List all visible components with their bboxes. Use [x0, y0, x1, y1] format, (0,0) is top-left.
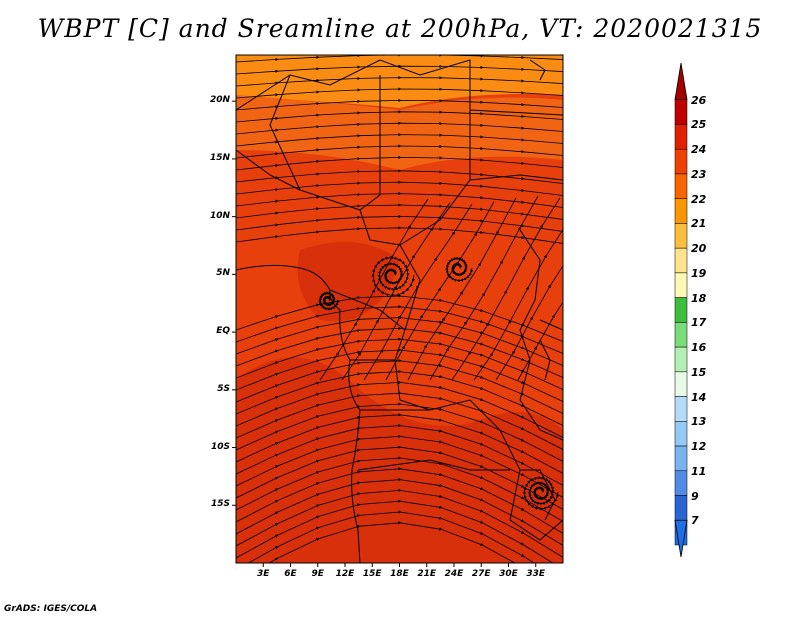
streamline — [236, 87, 563, 99]
colorbar-swatch — [674, 421, 688, 447]
colorbar-swatch — [674, 247, 688, 274]
colorbar-swatch — [674, 198, 688, 224]
streamline — [236, 203, 563, 220]
colorbar-top-arrow — [674, 62, 688, 101]
streamline — [236, 155, 563, 171]
streamline — [318, 291, 340, 311]
colorbar-label: 11 — [691, 464, 707, 478]
y-axis-label: 10N — [209, 210, 230, 221]
x-axis-label: 18E — [390, 569, 409, 579]
axis-ticks — [232, 100, 537, 567]
colorbar-swatch — [674, 297, 688, 323]
streamlines — [236, 55, 563, 563]
streamline — [371, 256, 416, 298]
colorbar-swatch — [674, 371, 688, 397]
chart-title: WBPT [C] and Sreamline at 200hPa, VT: 20… — [37, 14, 763, 43]
y-axis-label: 20N — [209, 95, 230, 106]
colorbar-label: 24 — [691, 143, 707, 157]
streamline — [236, 110, 563, 123]
colorbar-label: 21 — [691, 217, 707, 231]
colorbar-swatch — [674, 445, 688, 472]
x-axis-label: 12E — [335, 569, 355, 579]
streamline — [268, 521, 525, 563]
y-axis-label: 15S — [210, 499, 230, 510]
colorbar-swatch — [674, 148, 688, 175]
colorbar-swatch — [674, 173, 688, 199]
streamline — [236, 133, 563, 147]
x-axis-label: 15E — [362, 569, 382, 579]
y-axis-label: 10S — [210, 441, 230, 452]
colorbar — [674, 62, 688, 558]
colorbar-label: 7 — [691, 514, 699, 528]
colorbar-label: 15 — [691, 365, 707, 379]
streamline — [236, 55, 563, 63]
colorbar-label: 12 — [691, 440, 707, 454]
streamline — [236, 144, 563, 159]
x-axis-label: 3E — [257, 569, 270, 579]
colorbar-swatch — [674, 322, 688, 348]
colorbar-swatch — [674, 99, 688, 125]
streamline — [236, 121, 563, 135]
colorbar-swatch — [674, 124, 688, 150]
colorbar-swatch — [674, 396, 688, 422]
colorbar-label: 19 — [691, 266, 707, 280]
x-axis-label: 6E — [284, 569, 297, 579]
streamline — [236, 98, 563, 111]
streamline — [445, 256, 474, 283]
x-axis-label: 9E — [311, 569, 324, 579]
colorbar-label: 13 — [691, 415, 707, 429]
colorbar-label: 9 — [691, 489, 699, 503]
colorbar-swatch — [674, 223, 688, 249]
streamline — [517, 232, 563, 381]
colorbar-label: 25 — [691, 118, 707, 132]
streamline — [236, 169, 563, 184]
x-axis-label: 24E — [444, 569, 464, 579]
y-axis-label: 5S — [217, 383, 230, 394]
grads-credit: GrADS: IGES/COLA — [4, 604, 98, 614]
streamline — [236, 214, 563, 232]
colorbar-label: 22 — [691, 192, 707, 206]
streamline — [236, 180, 563, 196]
colorbar-label: 16 — [691, 341, 707, 355]
colorbar-swatch — [674, 346, 688, 373]
y-axis-label: 15N — [209, 152, 230, 163]
x-axis-label: 21E — [417, 569, 437, 579]
colorbar-swatch — [674, 272, 688, 298]
colorbar-label: 17 — [691, 316, 707, 330]
colorbar-label: 20 — [691, 242, 707, 256]
colorbar-label: 23 — [691, 167, 707, 181]
streamline — [236, 76, 563, 87]
x-axis-label: 33E — [526, 569, 546, 579]
streamline — [236, 64, 563, 75]
colorbar-swatch — [674, 470, 688, 496]
map-area — [236, 55, 563, 563]
colorbar-label: 18 — [691, 291, 707, 305]
colorbar-bottom-arrow — [674, 519, 688, 558]
colorbar-label: 14 — [691, 390, 707, 404]
streamline — [236, 191, 563, 208]
x-axis-label: 30E — [499, 569, 518, 579]
colorbar-label: 26 — [691, 93, 707, 107]
streamline — [522, 476, 560, 511]
y-axis-label: EQ — [216, 326, 230, 337]
x-axis-label: 27E — [471, 569, 491, 579]
colorbar-swatch — [674, 495, 688, 521]
y-axis-label: 5N — [216, 268, 230, 279]
